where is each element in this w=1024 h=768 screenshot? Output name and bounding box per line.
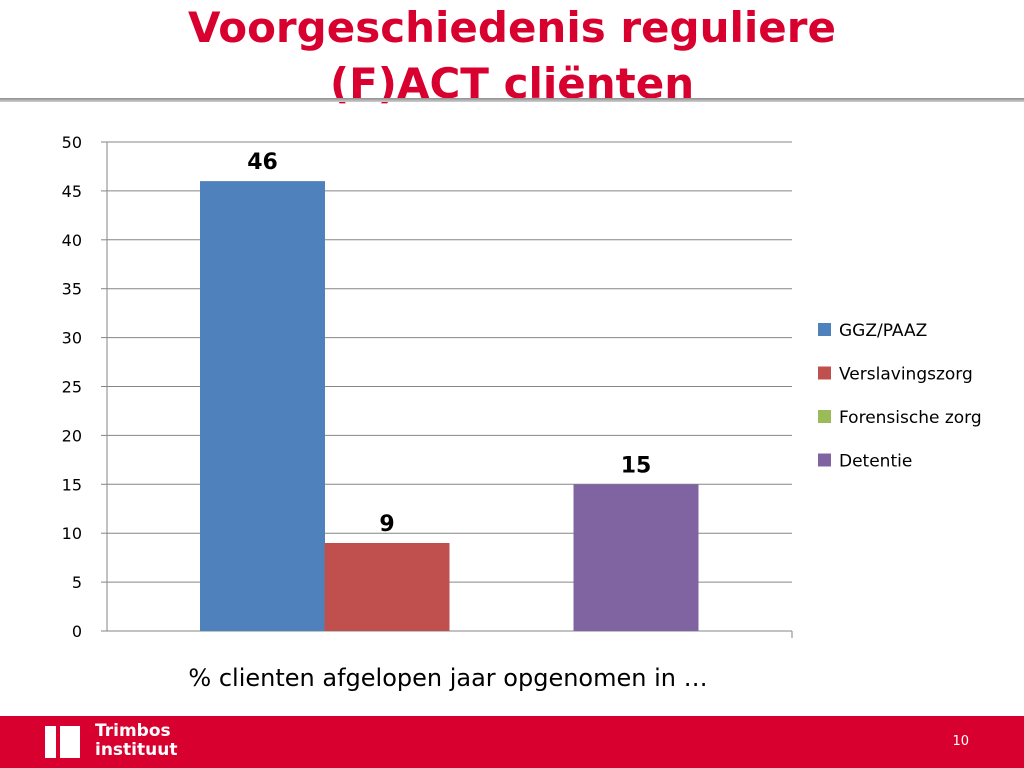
slide-title-line-1: Voorgeschiedenis reguliere bbox=[188, 3, 836, 52]
x-axis-label: % clienten afgelopen jaar opgenomen in … bbox=[188, 664, 707, 692]
trimbos-logo-text: Trimbos instituut bbox=[95, 722, 177, 760]
legend-label: Forensische zorg bbox=[839, 408, 982, 428]
title-divider bbox=[0, 98, 1024, 102]
legend-swatch bbox=[818, 323, 831, 336]
y-tick-label: 0 bbox=[72, 622, 82, 641]
legend-swatch bbox=[818, 366, 831, 380]
footer-bar: Trimbos instituut 10 bbox=[0, 716, 1024, 768]
logo-line-2: instituut bbox=[95, 740, 178, 760]
slide-title: Voorgeschiedenis reguliere (F)ACT cliënt… bbox=[0, 0, 1024, 112]
y-tick-label: 35 bbox=[62, 280, 82, 299]
y-tick-label: 40 bbox=[62, 231, 82, 250]
logo-line-1: Trimbos bbox=[95, 721, 171, 741]
bar-detentie bbox=[573, 484, 699, 631]
trimbos-logo-icon bbox=[45, 726, 87, 758]
data-label: 9 bbox=[379, 512, 394, 537]
y-tick-label: 15 bbox=[62, 475, 82, 494]
legend-label: Detentie bbox=[839, 452, 912, 472]
legend-label: Verslavingszorg bbox=[839, 365, 973, 385]
legend-label: GGZ/PAAZ bbox=[839, 321, 927, 341]
data-label: 46 bbox=[247, 150, 278, 175]
bar-ggz-paaz bbox=[200, 181, 325, 631]
legend-swatch bbox=[818, 410, 831, 423]
y-tick-label: 10 bbox=[62, 524, 82, 543]
data-label: 15 bbox=[621, 453, 652, 478]
bar-verslavingszorg bbox=[324, 542, 450, 631]
y-tick-label: 25 bbox=[62, 378, 82, 397]
legend-swatch bbox=[818, 453, 831, 467]
bar-chart: 0 5 10 15 20 25 30 35 40 45 50 46 9 15 % clienten afge… bbox=[62, 133, 982, 692]
y-tick-label: 5 bbox=[72, 573, 82, 592]
y-tick-label: 20 bbox=[62, 426, 82, 445]
page-number: 10 bbox=[952, 734, 969, 749]
y-tick-label: 45 bbox=[62, 182, 82, 201]
y-tick-label: 30 bbox=[62, 329, 82, 348]
y-tick-label: 50 bbox=[62, 133, 82, 152]
